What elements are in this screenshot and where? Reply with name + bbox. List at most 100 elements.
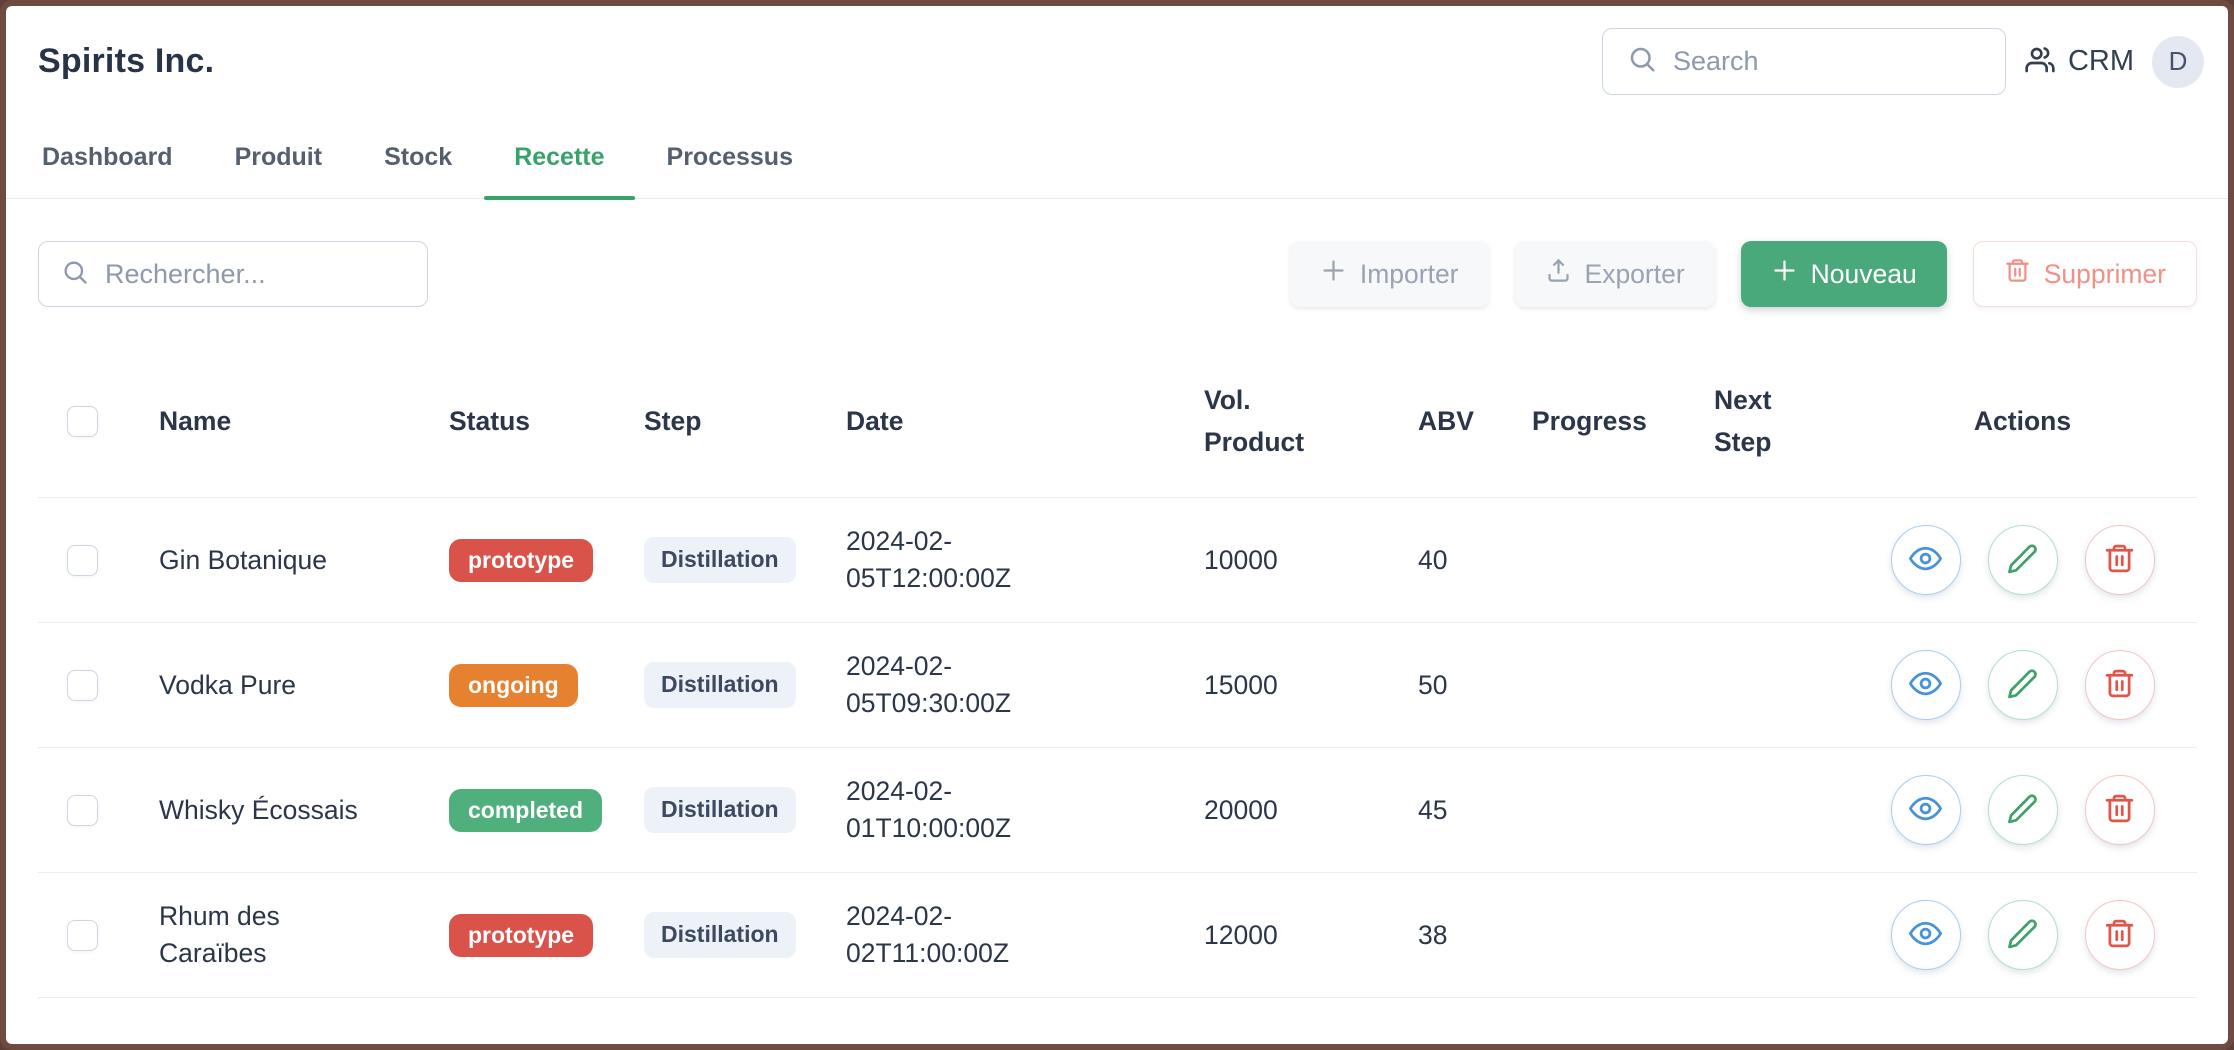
trash-icon	[2103, 542, 2136, 578]
actions-cell	[1848, 622, 2197, 748]
step-chip: Distillation	[644, 912, 796, 958]
column-header-date: Date	[830, 343, 1188, 498]
new-button[interactable]: Nouveau	[1740, 241, 1947, 307]
status-badge: prototype	[449, 913, 594, 957]
delete-row-button[interactable]	[2084, 900, 2155, 970]
eye-icon	[1909, 667, 1942, 703]
select-all-checkbox[interactable]	[67, 405, 98, 437]
select-cell	[38, 747, 143, 873]
select-cell	[38, 872, 143, 998]
name-cell: Gin Botanique	[143, 497, 433, 623]
table-search-box[interactable]	[38, 241, 428, 307]
edit-button[interactable]	[1987, 900, 2058, 970]
status-badge: ongoing	[449, 663, 578, 707]
step-chip: Distillation	[644, 537, 796, 583]
abv-cell: 45	[1402, 747, 1516, 873]
delete-button[interactable]: Supprimer	[1972, 241, 2197, 307]
column-header-step: Step	[628, 343, 830, 498]
main-content: Importer Exporter Nouveau	[6, 241, 2228, 998]
plus-icon	[1320, 257, 1347, 291]
global-search-box[interactable]	[1601, 28, 2006, 95]
name-cell: Whisky Écossais	[143, 747, 433, 873]
table-row: Gin Botanique prototype Distillation 202…	[38, 497, 2197, 623]
delete-button-label: Supprimer	[2043, 258, 2166, 289]
progress-cell	[1516, 747, 1698, 873]
column-header-name: Name	[143, 343, 433, 498]
plus-icon	[1771, 257, 1798, 291]
row-checkbox[interactable]	[67, 669, 98, 701]
vol-cell: 12000	[1188, 872, 1402, 998]
view-button[interactable]	[1890, 525, 1961, 595]
column-header-status: Status	[433, 343, 628, 498]
import-button-label: Importer	[1359, 258, 1459, 289]
actions-cell	[1848, 872, 2197, 998]
row-checkbox[interactable]	[67, 794, 98, 826]
column-header-actions: Actions	[1848, 343, 2197, 498]
edit-button[interactable]	[1987, 525, 2058, 595]
edit-button[interactable]	[1987, 775, 2058, 845]
actions-cell	[1848, 497, 2197, 623]
next-step-cell	[1698, 747, 1848, 873]
trash-icon	[2103, 667, 2136, 703]
next-step-cell	[1698, 622, 1848, 748]
app-title: Spirits Inc.	[38, 42, 215, 80]
step-cell: Distillation	[628, 622, 830, 748]
export-button[interactable]: Exporter	[1514, 241, 1715, 307]
pencil-icon	[2006, 792, 2039, 828]
table-row: Rhum des Caraïbes prototype Distillation…	[38, 872, 2197, 998]
name-cell: Vodka Pure	[143, 622, 433, 748]
tab-produit[interactable]: Produit	[205, 127, 353, 198]
new-button-label: Nouveau	[1810, 258, 1917, 289]
view-button[interactable]	[1890, 775, 1961, 845]
status-cell: prototype	[433, 497, 628, 623]
tab-recette[interactable]: Recette	[484, 127, 635, 200]
global-search-input[interactable]	[1672, 46, 1987, 77]
actions-cell	[1848, 747, 2197, 873]
status-badge: completed	[449, 788, 603, 832]
step-cell: Distillation	[628, 872, 830, 998]
view-button[interactable]	[1890, 900, 1961, 970]
table-row: Whisky Écossais completed Distillation 2…	[38, 747, 2197, 873]
delete-row-button[interactable]	[2084, 525, 2155, 595]
header-select-cell	[38, 343, 143, 498]
edit-button[interactable]	[1987, 650, 2058, 720]
next-step-cell	[1698, 497, 1848, 623]
trash-icon	[2103, 792, 2136, 828]
progress-cell	[1516, 622, 1698, 748]
date-cell: 2024-02-01T10:00:00Z	[830, 747, 1188, 873]
table-search-input[interactable]	[105, 258, 411, 290]
delete-row-button[interactable]	[2084, 775, 2155, 845]
tab-dashboard[interactable]: Dashboard	[12, 127, 203, 198]
export-button-label: Exporter	[1584, 258, 1685, 289]
delete-row-button[interactable]	[2084, 650, 2155, 720]
trash-icon	[2103, 917, 2136, 953]
pencil-icon	[2006, 542, 2039, 578]
trash-icon	[2004, 257, 2031, 291]
search-icon	[1627, 44, 1657, 79]
row-checkbox[interactable]	[67, 919, 98, 951]
import-button[interactable]: Importer	[1289, 241, 1489, 307]
tab-stock[interactable]: Stock	[354, 127, 482, 198]
topbar-right: CRM D	[1601, 28, 2204, 95]
users-icon	[2024, 43, 2056, 80]
step-chip: Distillation	[644, 662, 796, 708]
upload-icon	[1545, 257, 1572, 291]
crm-group[interactable]: CRM	[2024, 43, 2134, 80]
status-cell: completed	[433, 747, 628, 873]
crm-label: CRM	[2067, 45, 2134, 77]
table-header-row: Name Status Step Date Vol. Product ABV P…	[38, 343, 2197, 498]
row-checkbox[interactable]	[67, 544, 98, 576]
column-header-progress: Progress	[1516, 343, 1698, 498]
abv-cell: 38	[1402, 872, 1516, 998]
eye-icon	[1909, 917, 1942, 953]
vol-cell: 15000	[1188, 622, 1402, 748]
tab-bar: Dashboard Produit Stock Recette Processu…	[6, 127, 2228, 200]
step-cell: Distillation	[628, 747, 830, 873]
tab-processus[interactable]: Processus	[637, 127, 823, 198]
view-button[interactable]	[1890, 650, 1961, 720]
avatar[interactable]: D	[2152, 35, 2204, 88]
date-cell: 2024-02-02T11:00:00Z	[830, 872, 1188, 998]
progress-cell	[1516, 497, 1698, 623]
pencil-icon	[2006, 667, 2039, 703]
